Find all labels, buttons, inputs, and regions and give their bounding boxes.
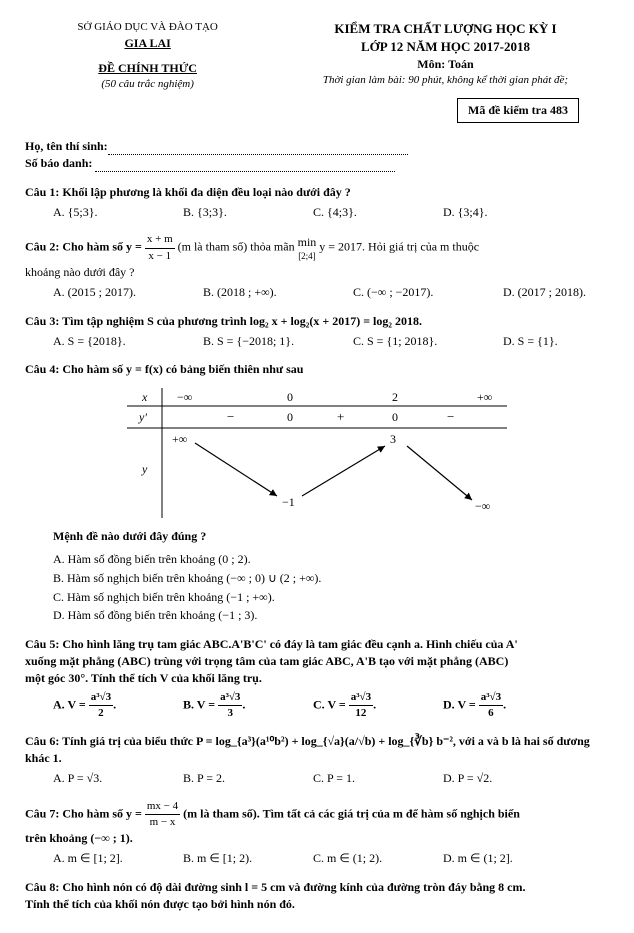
question-1: Câu 1: Khối lập phương là khối đa diện đ… bbox=[25, 184, 609, 221]
svg-text:x: x bbox=[141, 390, 148, 404]
exam-title-2: LỚP 12 NĂM HỌC 2017-2018 bbox=[282, 38, 609, 56]
org-name: SỞ GIÁO DỤC VÀ ĐÀO TẠO bbox=[25, 20, 270, 35]
q2-d: D. (2017 ; 2018). bbox=[503, 284, 623, 301]
page-header: SỞ GIÁO DỤC VÀ ĐÀO TẠO GIA LAI ĐỀ CHÍNH … bbox=[25, 20, 609, 92]
q6-line2: khác 1. bbox=[25, 750, 609, 767]
svg-text:−: − bbox=[227, 409, 234, 424]
q2-line2: khoảng nào dưới đây ? bbox=[25, 264, 609, 281]
svg-text:+∞: +∞ bbox=[172, 432, 187, 446]
q2-b: B. (2018 ; +∞). bbox=[203, 284, 323, 301]
q3-b: B. S = {−2018; 1}. bbox=[203, 333, 323, 350]
q6-c: C. P = 1. bbox=[313, 770, 413, 787]
student-info: Họ, tên thí sinh: Số báo danh: bbox=[25, 138, 609, 172]
q5-b: B. V = a³√33. bbox=[183, 690, 283, 722]
question-3: Câu 3: Tìm tập nghiệm S của phương trình… bbox=[25, 313, 609, 350]
header-left: SỞ GIÁO DỤC VÀ ĐÀO TẠO GIA LAI ĐỀ CHÍNH … bbox=[25, 20, 270, 92]
q1-a: A. {5;3}. bbox=[53, 204, 153, 221]
svg-text:y: y bbox=[141, 462, 148, 476]
q1-d: D. {3;4}. bbox=[443, 204, 543, 221]
q2-prefix: Câu 2: Cho hàm số y = bbox=[25, 240, 145, 254]
id-label: Số báo danh: bbox=[25, 156, 92, 170]
q6-a: A. P = √3. bbox=[53, 770, 153, 787]
q5-l2: xuống mặt phẳng (ABC) trùng với trọng tâ… bbox=[25, 653, 609, 670]
variation-table-svg: x −∞ 0 2 +∞ y' − 0 + 0 − y +∞ −1 3 −∞ bbox=[127, 388, 507, 518]
q7-prefix: Câu 7: Cho hàm số y = bbox=[25, 806, 145, 820]
q2-c: C. (−∞ ; −2017). bbox=[353, 284, 473, 301]
q4-s4: D. Hàm số đồng biến trên khoảng (−1 ; 3)… bbox=[53, 607, 609, 624]
exam-code: Mã đề kiểm tra 483 bbox=[457, 98, 579, 123]
q3-c: C. S = {1; 2018}. bbox=[353, 333, 473, 350]
svg-text:+∞: +∞ bbox=[477, 390, 492, 404]
q3-d: D. S = {1}. bbox=[503, 333, 623, 350]
svg-text:3: 3 bbox=[390, 432, 396, 446]
q4-s2: B. Hàm số nghịch biến trên khoảng (−∞ ; … bbox=[53, 570, 609, 587]
q7-line2: trên khoảng (−∞ ; 1). bbox=[25, 830, 609, 847]
question-2: Câu 2: Cho hàm số y = x + m x − 1 (m là … bbox=[25, 232, 609, 300]
name-field bbox=[108, 143, 408, 155]
q8-l1: Câu 8: Cho hình nón có độ dài đường sinh… bbox=[25, 879, 609, 896]
svg-text:0: 0 bbox=[392, 410, 398, 424]
svg-text:−∞: −∞ bbox=[177, 390, 192, 404]
q5-l1: Câu 5: Cho hình lăng trụ tam giác ABC.A'… bbox=[25, 636, 609, 653]
svg-text:0: 0 bbox=[287, 410, 293, 424]
q4-s3: C. Hàm số nghịch biến trên khoảng (−1 ; … bbox=[53, 589, 609, 606]
svg-text:−∞: −∞ bbox=[475, 499, 490, 513]
q4-s1: A. Hàm số đồng biến trên khoảng (0 ; 2). bbox=[53, 551, 609, 568]
q1-c: C. {4;3}. bbox=[313, 204, 413, 221]
official-label: ĐỀ CHÍNH THỨC bbox=[25, 60, 270, 77]
exam-title-1: KIỂM TRA CHẤT LƯỢNG HỌC KỲ I bbox=[282, 20, 609, 38]
header-right: KIỂM TRA CHẤT LƯỢNG HỌC KỲ I LỚP 12 NĂM … bbox=[282, 20, 609, 92]
question-5: Câu 5: Cho hình lăng trụ tam giác ABC.A'… bbox=[25, 636, 609, 913]
question-6: Câu 6: Tính giá trị của biểu thức P = lo… bbox=[25, 733, 609, 786]
q2-fraction: x + m x − 1 bbox=[145, 232, 175, 264]
time-limit: Thời gian làm bài: 90 phút, không kể thờ… bbox=[282, 73, 609, 88]
q6-b: B. P = 2. bbox=[183, 770, 283, 787]
question-count: (50 câu trắc nghiệm) bbox=[25, 77, 270, 92]
province: GIA LAI bbox=[25, 35, 270, 52]
q5-d: D. V = a³√36. bbox=[443, 690, 543, 722]
svg-text:0: 0 bbox=[287, 390, 293, 404]
q6-stem: Câu 6: Tính giá trị của biểu thức P = lo… bbox=[25, 733, 609, 750]
q7-fraction: mx − 4 m − x bbox=[145, 799, 180, 831]
q2-mid: (m là tham số) thỏa mãn bbox=[178, 240, 298, 254]
q7-d: D. m ∈ (1; 2]. bbox=[443, 850, 543, 867]
q3-stem: Câu 3: Tìm tập nghiệm S của phương trình… bbox=[25, 313, 609, 330]
q5-l2: xuống mặt phẳng (ABC) trùng với trọng tâ… bbox=[25, 653, 609, 721]
name-label: Họ, tên thí sinh: bbox=[25, 139, 108, 153]
q3-a: A. S = {2018}. bbox=[53, 333, 173, 350]
svg-text:2: 2 bbox=[392, 390, 398, 404]
q7-b: B. m ∈ [1; 2). bbox=[183, 850, 283, 867]
question-8: Câu 8: Cho hình nón có độ dài đường sinh… bbox=[25, 879, 609, 913]
svg-text:+: + bbox=[337, 409, 344, 424]
svg-text:−: − bbox=[447, 409, 454, 424]
question-7: Câu 7: Cho hàm số y = mx − 4 m − x (m là… bbox=[25, 799, 609, 867]
exam-code-wrap: Mã đề kiểm tra 483 bbox=[25, 92, 579, 123]
q2-rest: y = 2017. Hỏi giá trị của m thuộc bbox=[319, 240, 479, 254]
q5-l3: một góc 30°. Tính thể tích V của khối lă… bbox=[25, 670, 609, 687]
q4-prompt: Mệnh đề nào dưới đây đúng ? bbox=[53, 528, 609, 545]
variation-table: x −∞ 0 2 +∞ y' − 0 + 0 − y +∞ −1 3 −∞ bbox=[127, 388, 507, 518]
q6-d: D. P = √2. bbox=[443, 770, 543, 787]
q4-stem: Câu 4: Cho hàm số y = f(x) có bảng biến … bbox=[25, 361, 609, 378]
q7-rest: (m là tham số). Tìm tất cả các giá trị c… bbox=[183, 806, 520, 820]
q8-l2: Tính thể tích của khối nón được tạo bởi … bbox=[25, 896, 609, 913]
svg-text:−1: −1 bbox=[282, 495, 295, 509]
id-field bbox=[95, 160, 395, 172]
q2-min: min [2;4] bbox=[298, 234, 317, 263]
q5-c: C. V = a³√312. bbox=[313, 690, 413, 722]
q7-c: C. m ∈ (1; 2). bbox=[313, 850, 413, 867]
svg-text:y': y' bbox=[138, 410, 147, 424]
q1-b: B. {3;3}. bbox=[183, 204, 283, 221]
question-4: Câu 4: Cho hàm số y = f(x) có bảng biến … bbox=[25, 361, 609, 624]
subject: Môn: Toán bbox=[282, 56, 609, 73]
q2-a: A. (2015 ; 2017). bbox=[53, 284, 173, 301]
q1-stem: Câu 1: Khối lập phương là khối đa diện đ… bbox=[25, 184, 609, 201]
q7-a: A. m ∈ [1; 2]. bbox=[53, 850, 153, 867]
q5-a: A. V = a³√32. bbox=[53, 690, 153, 722]
